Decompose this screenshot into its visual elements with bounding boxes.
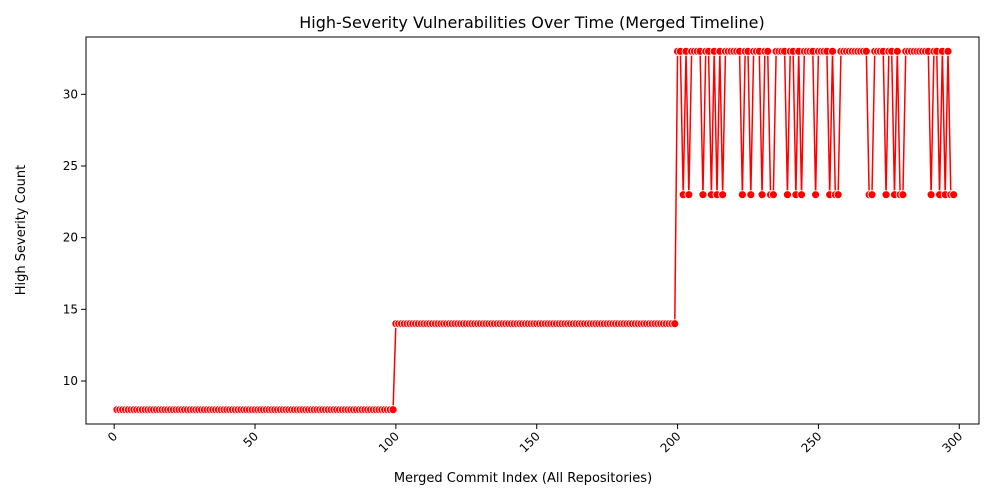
data-point: [861, 46, 871, 56]
x-axis: 0 50 100 150 200 250 300: [105, 424, 965, 455]
data-point: [783, 190, 792, 200]
y-tick-label: 25: [63, 159, 78, 173]
data-point: [763, 46, 773, 56]
x-tick-label: 150: [517, 429, 543, 455]
data-point: [757, 190, 767, 200]
y-axis: 10 15 20 25 30: [63, 87, 86, 388]
y-tick-label: 20: [63, 231, 78, 245]
x-tick-label: 0: [105, 429, 120, 444]
x-tick-label: 300: [939, 429, 965, 455]
y-tick-label: 10: [63, 374, 78, 388]
data-point: [828, 46, 837, 56]
data-point: [898, 190, 908, 200]
x-tick-label: 50: [240, 429, 261, 450]
plot-frame: [85, 36, 980, 425]
data-point: [670, 319, 680, 329]
chart-marks: [112, 46, 959, 415]
y-tick-label: 15: [63, 302, 78, 316]
data-point: [833, 190, 843, 200]
y-tick-label: 30: [63, 87, 78, 101]
data-point: [684, 190, 694, 200]
data-point: [926, 190, 936, 200]
x-tick-label: 100: [376, 429, 402, 455]
y-axis-label: High Severity Count: [14, 165, 29, 295]
chart-title: High-Severity Vulnerabilities Over Time …: [299, 13, 765, 32]
data-point: [867, 190, 877, 200]
x-tick-label: 200: [658, 429, 684, 455]
x-tick-label: 250: [798, 429, 824, 455]
data-point: [388, 405, 398, 415]
data-point: [811, 190, 821, 200]
data-point: [718, 190, 728, 200]
data-point: [949, 190, 959, 200]
x-axis-label: Merged Commit Index (All Repositories): [394, 471, 652, 486]
series-line: [116, 50, 954, 411]
data-point: [698, 190, 708, 200]
data-point: [892, 46, 902, 56]
data-point: [737, 190, 747, 200]
data-point: [943, 46, 953, 56]
data-point: [797, 190, 806, 200]
data-point: [881, 190, 891, 200]
data-point: [768, 190, 778, 200]
data-point: [746, 190, 756, 200]
